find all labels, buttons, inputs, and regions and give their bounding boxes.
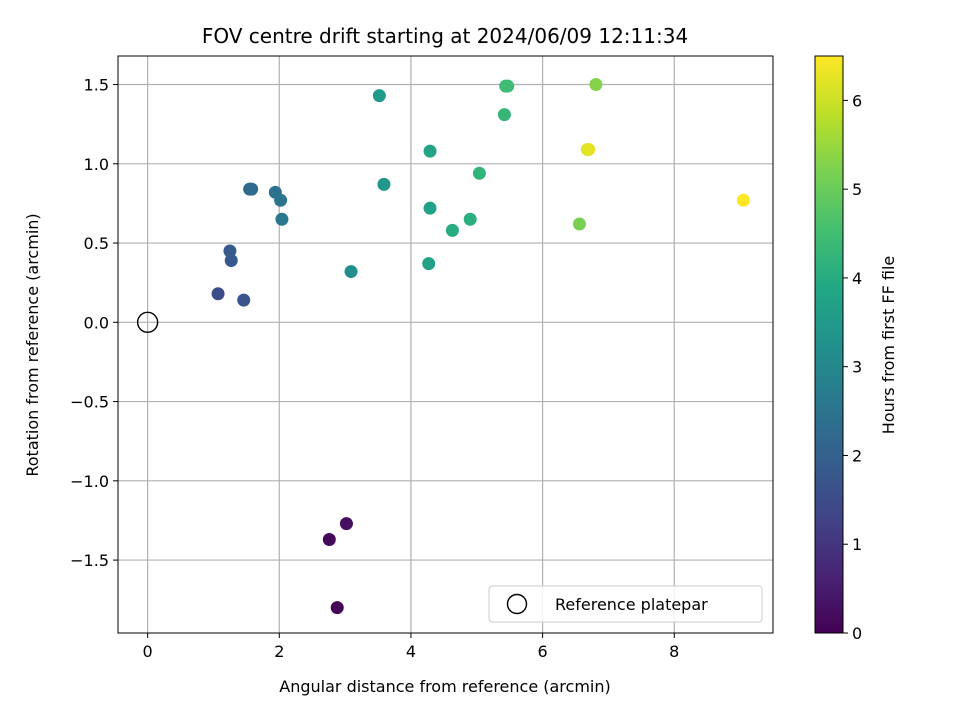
scatter-point xyxy=(344,265,358,279)
legend-label-reference: Reference platepar xyxy=(555,595,708,614)
y-tick-label: 0.5 xyxy=(84,234,109,253)
legend-box xyxy=(488,585,763,623)
scatter-point xyxy=(372,89,386,103)
x-tick-label: 4 xyxy=(406,642,416,661)
scatter-point xyxy=(223,244,237,258)
chart-title: FOV centre drift starting at 2024/06/09 … xyxy=(202,24,688,48)
scatter-point xyxy=(275,212,289,226)
colorbar-tick-label: 2 xyxy=(852,446,862,465)
scatter-point xyxy=(274,193,288,207)
y-axis-label: Rotation from reference (arcmin) xyxy=(23,213,42,476)
x-tick-label: 8 xyxy=(669,642,679,661)
colorbar-tick-label: 3 xyxy=(852,358,862,377)
colorbar-tick-label: 4 xyxy=(852,269,862,288)
scatter-point xyxy=(237,293,251,307)
x-axis-label: Angular distance from reference (arcmin) xyxy=(279,677,610,696)
y-tick-label: −0.5 xyxy=(70,393,109,412)
y-tick-label: −1.0 xyxy=(70,472,109,491)
colorbar-tick-label: 0 xyxy=(852,624,862,643)
colorbar xyxy=(814,55,844,634)
scatter-point xyxy=(423,144,437,158)
scatter-point xyxy=(472,166,486,180)
colorbar-label: Hours from first FF file xyxy=(879,256,898,435)
x-tick-label: 0 xyxy=(143,642,153,661)
scatter-point xyxy=(330,601,344,615)
scatter-point xyxy=(245,182,259,196)
scatter-point xyxy=(572,217,586,231)
colorbar-tick-label: 1 xyxy=(852,535,862,554)
grid-lines xyxy=(118,56,773,633)
y-axis-ticks: −1.5 −1.0 −0.5 0.0 0.5 1.0 1.5 xyxy=(70,76,118,570)
scatter-point xyxy=(497,108,511,122)
reference-point xyxy=(136,311,159,334)
scatter-point xyxy=(445,223,459,237)
scatter-point xyxy=(501,79,515,93)
y-tick-label: 1.5 xyxy=(84,76,109,95)
scatter-point xyxy=(224,253,238,267)
plot-frame xyxy=(117,55,774,634)
scatter-point xyxy=(322,532,336,546)
scatter-point xyxy=(736,193,750,207)
scatter-point xyxy=(422,257,436,271)
x-tick-label: 6 xyxy=(538,642,548,661)
colorbar-tick-label: 5 xyxy=(852,180,862,199)
legend-marker-reference xyxy=(506,593,528,615)
scatter-point xyxy=(463,212,477,226)
colorbar-tick-label: 6 xyxy=(852,91,862,110)
scatter-point xyxy=(377,177,391,191)
legend: Reference platepar xyxy=(488,585,763,623)
scatter-point xyxy=(589,78,603,92)
scatter-point xyxy=(211,287,225,301)
colorbar-ticks: 0 1 2 3 4 5 6 xyxy=(843,91,862,643)
scatter-point xyxy=(423,201,437,215)
scatter-point xyxy=(339,517,353,531)
y-tick-label: 1.0 xyxy=(84,155,109,174)
y-tick-label: −1.5 xyxy=(70,551,109,570)
y-tick-label: 0.0 xyxy=(84,313,109,332)
x-axis-ticks: 0 2 4 6 8 xyxy=(143,633,679,661)
x-tick-label: 2 xyxy=(274,642,284,661)
reference-marker xyxy=(136,311,159,334)
data-points xyxy=(211,78,750,615)
scatter-point xyxy=(582,143,596,157)
